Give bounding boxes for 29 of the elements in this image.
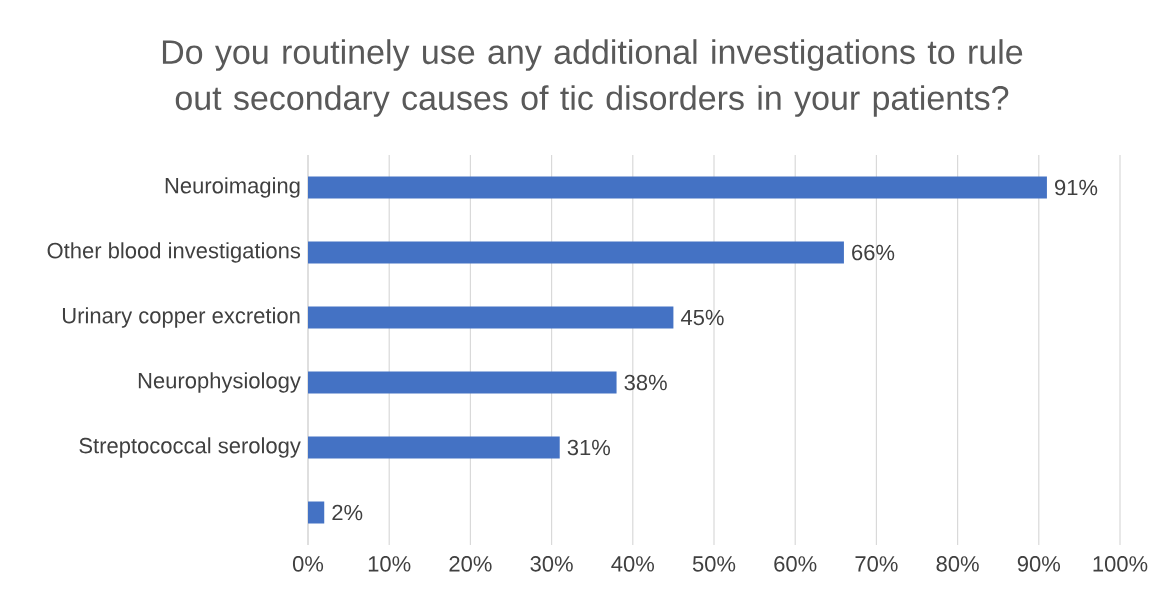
y-tick-label: Streptococcal serology: [79, 437, 301, 458]
data-label: 2%: [332, 504, 363, 521]
bar: [308, 501, 325, 524]
y-tick-label: Urinary copper excretion: [62, 307, 300, 328]
x-tick-label: 60%: [774, 556, 817, 572]
y-tick-label: Neuroimaging: [165, 177, 300, 198]
bar: [308, 371, 617, 394]
bar: [308, 241, 844, 264]
y-tick-label: Other blood investigations: [47, 242, 301, 263]
x-tick-label: 70%: [855, 556, 898, 572]
data-label: 31%: [567, 439, 611, 456]
chart-title: Do you routinely use any additional investigations to rule out secondary causes of tic disorders in your patients?: [162, 39, 1023, 117]
x-tick-label: 40%: [611, 556, 655, 572]
x-tick-label: 30%: [530, 556, 573, 572]
x-tick-label: 90%: [1017, 556, 1061, 572]
data-label: 45%: [680, 309, 724, 326]
x-tick-label: 50%: [692, 556, 736, 572]
y-tick-label: Neurophysiology: [138, 372, 301, 393]
data-label: 66%: [852, 244, 895, 261]
bar: [308, 306, 674, 329]
bar: [308, 436, 560, 459]
bar: [308, 176, 1047, 199]
data-label: 91%: [1055, 179, 1098, 196]
x-tick-label: 80%: [936, 556, 979, 572]
x-tick-label: 10%: [368, 556, 411, 572]
data-label: 38%: [624, 374, 667, 391]
x-tick-label: 20%: [449, 556, 492, 572]
x-tick-label: 100%: [1093, 556, 1148, 572]
x-tick-label: 0%: [292, 556, 324, 572]
